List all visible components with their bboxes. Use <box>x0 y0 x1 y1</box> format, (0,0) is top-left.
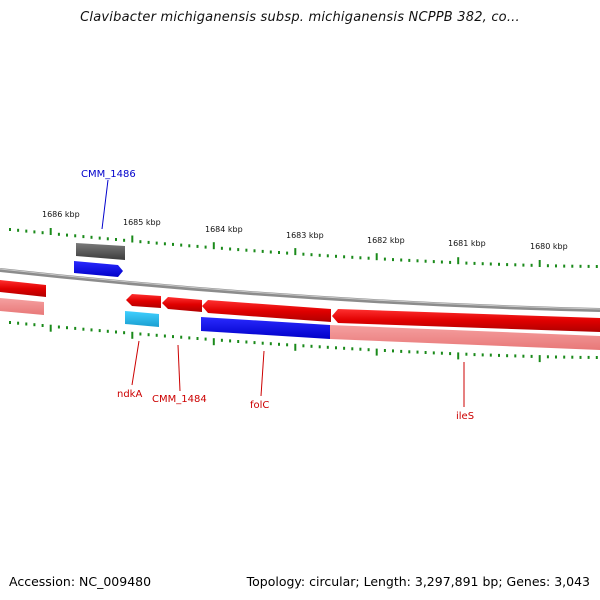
leader-folc <box>260 350 265 397</box>
ruler-label-1683: 1683 kbp <box>286 231 324 240</box>
ruler-ticks-lower <box>9 321 598 363</box>
gene-label-cmm1486[interactable]: CMM_1486 <box>81 169 136 180</box>
gene-label-cmm1484[interactable]: CMM_1484 <box>152 394 207 405</box>
gene-label-iles[interactable]: ileS <box>456 411 474 422</box>
leader-cmm1486 <box>101 179 109 230</box>
ruler-ticks-upper <box>9 228 598 268</box>
ruler-label-1680: 1680 kbp <box>530 242 568 251</box>
gene-label-ndka[interactable]: ndkA <box>117 389 142 400</box>
gene-cmm1486-gray[interactable] <box>76 243 125 260</box>
gene-label-folc[interactable]: folC <box>250 400 269 411</box>
gene-left-edge-pink[interactable] <box>0 298 44 315</box>
genome-summary-text: Topology: circular; Length: 3,297,891 bp… <box>246 574 590 589</box>
map-title: Clavibacter michiganensis subsp. michiga… <box>80 10 520 25</box>
ruler-label-1681: 1681 kbp <box>448 239 486 248</box>
gene-ndka[interactable] <box>126 294 161 308</box>
gene-left-edge[interactable] <box>0 280 46 297</box>
gene-cmm1486[interactable] <box>74 261 123 277</box>
genome-backbone <box>0 268 600 312</box>
ruler-label-1685: 1685 kbp <box>123 218 161 227</box>
accession-text: Accession: NC_009480 <box>9 574 152 589</box>
ruler-label-1686: 1686 kbp <box>42 210 80 219</box>
gene-ndka-cyan[interactable] <box>125 311 159 327</box>
gene-iles[interactable] <box>332 309 600 332</box>
leader-cmm1484 <box>177 344 181 392</box>
gene-iles-pink[interactable] <box>330 325 600 350</box>
gene-folc[interactable] <box>202 300 331 322</box>
ruler-label-1682: 1682 kbp <box>367 236 405 245</box>
gene-folc-blue[interactable] <box>201 317 330 339</box>
ruler-label-1684: 1684 kbp <box>205 225 243 234</box>
gene-cmm1484[interactable] <box>162 297 202 312</box>
leader-ndka <box>131 340 140 386</box>
